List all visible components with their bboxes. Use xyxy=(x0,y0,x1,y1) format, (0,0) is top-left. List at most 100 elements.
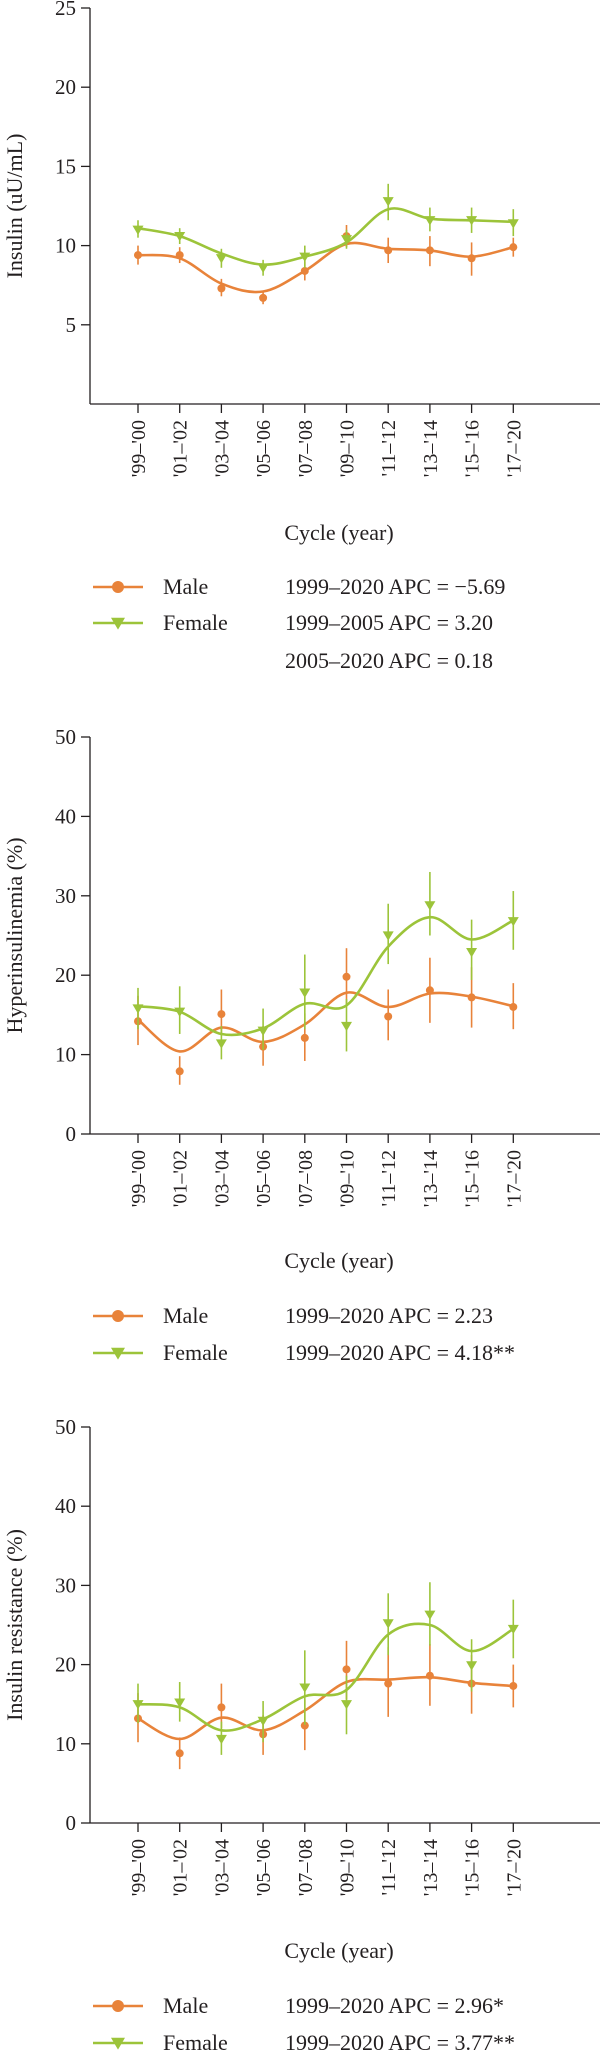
legend-marker xyxy=(111,617,125,630)
legend-apc: 1999–2020 APC = 2.23 xyxy=(285,1303,493,1328)
legend-marker xyxy=(111,1347,125,1360)
data-point xyxy=(217,1010,226,1019)
x-tick-label: '07–'08 xyxy=(295,1839,317,1896)
data-point xyxy=(425,1671,434,1680)
x-tick-label: '15–'16 xyxy=(462,1839,484,1896)
series-male xyxy=(134,1640,518,1770)
data-point xyxy=(342,972,351,981)
y-tick-label: 50 xyxy=(55,725,76,749)
x-tick-label: '07–'08 xyxy=(295,420,317,477)
x-tick-label: '17–'20 xyxy=(503,1150,525,1207)
data-point xyxy=(215,254,227,264)
y-tick-label: 15 xyxy=(55,154,76,178)
x-tick-label: '13–'14 xyxy=(420,1839,442,1896)
y-tick-label: 20 xyxy=(55,963,76,987)
data-point xyxy=(215,1039,227,1049)
legend-apc: 1999–2020 APC = 3.77** xyxy=(285,2030,515,2055)
data-point xyxy=(215,1734,227,1745)
legend-apc: 2005–2020 APC = 0.18 xyxy=(285,648,493,673)
legend-item-male: Male 1999–2020 APC = 2.23 xyxy=(93,1303,493,1328)
x-tick-label: '99–'00 xyxy=(128,420,150,477)
data-point xyxy=(341,235,352,245)
data-point xyxy=(217,284,226,293)
data-point xyxy=(341,1700,352,1710)
x-tick-label: '11–'12 xyxy=(378,1839,400,1895)
x-tick-label: '03–'04 xyxy=(211,1839,233,1896)
data-point xyxy=(174,1007,186,1017)
data-point xyxy=(300,1033,309,1042)
series-female xyxy=(132,1582,519,1755)
x-tick-label: '99–'00 xyxy=(128,1150,150,1207)
x-tick-label: '13–'14 xyxy=(420,1150,442,1207)
y-tick-label: 5 xyxy=(66,313,77,337)
data-point xyxy=(384,1679,393,1688)
data-point xyxy=(299,1683,311,1693)
data-point xyxy=(466,948,478,958)
legend-item-female: Female 1999–2005 APC = 3.20 2005–2020 APC … xyxy=(93,610,493,673)
data-point xyxy=(384,1012,393,1021)
x-tick-label: '15–'16 xyxy=(462,420,484,477)
data-point xyxy=(257,263,269,274)
data-point xyxy=(509,1002,518,1011)
data-point xyxy=(467,993,476,1002)
x-tick-label: '99–'00 xyxy=(128,1839,150,1896)
data-point xyxy=(384,246,393,255)
data-point xyxy=(341,1021,352,1032)
x-tick-label: '17–'20 xyxy=(503,1839,525,1896)
data-point xyxy=(425,246,434,255)
chart-panel-2: 0 10 20 30 40 50 '99–'00 '01–'02 '03–'04 '05–'06 '… xyxy=(2,725,600,1365)
y-tick-label: 50 xyxy=(55,1415,76,1439)
legend-apc: 1999–2005 APC = 3.20 xyxy=(285,610,493,635)
data-point xyxy=(509,243,518,252)
series-male xyxy=(134,225,518,305)
x-tick-label: '01–'02 xyxy=(170,1839,192,1896)
legend-marker xyxy=(112,1310,124,1322)
y-tick-label: 10 xyxy=(55,1043,76,1067)
y-axis-title: Insulin (uU/mL) xyxy=(2,134,27,279)
chart-panel-3: 0 10 20 30 40 50 '99–'00 '01–'02 '03–'04 '05–'06 '… xyxy=(2,1415,600,2055)
data-point xyxy=(424,901,436,911)
y-tick-label: 10 xyxy=(55,1732,76,1756)
data-point xyxy=(134,251,142,260)
x-tick-label: '11–'12 xyxy=(378,420,400,476)
legend-apc: 1999–2020 APC = −5.69 xyxy=(285,574,505,599)
legend-label: Male xyxy=(163,1303,208,1328)
legend-label: Male xyxy=(163,1993,208,2018)
data-point xyxy=(174,231,186,242)
x-tick-label: '01–'02 xyxy=(170,420,192,477)
x-tick-label: '07–'08 xyxy=(295,1150,317,1207)
legend-label: Male xyxy=(163,574,208,599)
legend-marker xyxy=(111,2037,125,2050)
x-tick-label: '17–'20 xyxy=(503,420,525,477)
trend-line-female xyxy=(137,1622,514,1732)
data-point xyxy=(507,1624,519,1635)
data-point xyxy=(299,988,311,998)
y-tick-label: 20 xyxy=(55,1653,76,1677)
y-tick-label: 10 xyxy=(55,234,76,258)
data-point xyxy=(175,251,184,260)
legend-marker xyxy=(112,581,124,593)
series-female xyxy=(132,871,519,1060)
series-female xyxy=(132,183,519,276)
legend-label: Female xyxy=(163,610,228,635)
x-tick-label: '03–'04 xyxy=(211,420,233,477)
trend-line-male xyxy=(137,241,514,294)
data-point xyxy=(342,1665,351,1674)
x-tick-label: '09–'10 xyxy=(337,1150,359,1207)
legend-apc: 1999–2020 APC = 4.18** xyxy=(285,1340,515,1365)
x-tick-label: '05–'06 xyxy=(253,420,275,477)
data-point xyxy=(300,266,309,275)
data-point xyxy=(425,986,434,995)
data-point xyxy=(424,1610,436,1620)
data-point xyxy=(382,197,394,207)
y-axis-title: Hyperinsulinemia (%) xyxy=(2,837,27,1033)
x-axis-title: Cycle (year) xyxy=(284,1938,393,1963)
y-tick-label: 0 xyxy=(66,1811,77,1835)
y-axis-title: Insulin resistance (%) xyxy=(2,1529,27,1721)
data-point xyxy=(466,1661,478,1671)
legend-apc: 1999–2020 APC = 2.96* xyxy=(285,1993,504,2018)
trend-line-female xyxy=(137,207,514,266)
data-point xyxy=(507,917,519,927)
data-point xyxy=(257,1716,269,1727)
